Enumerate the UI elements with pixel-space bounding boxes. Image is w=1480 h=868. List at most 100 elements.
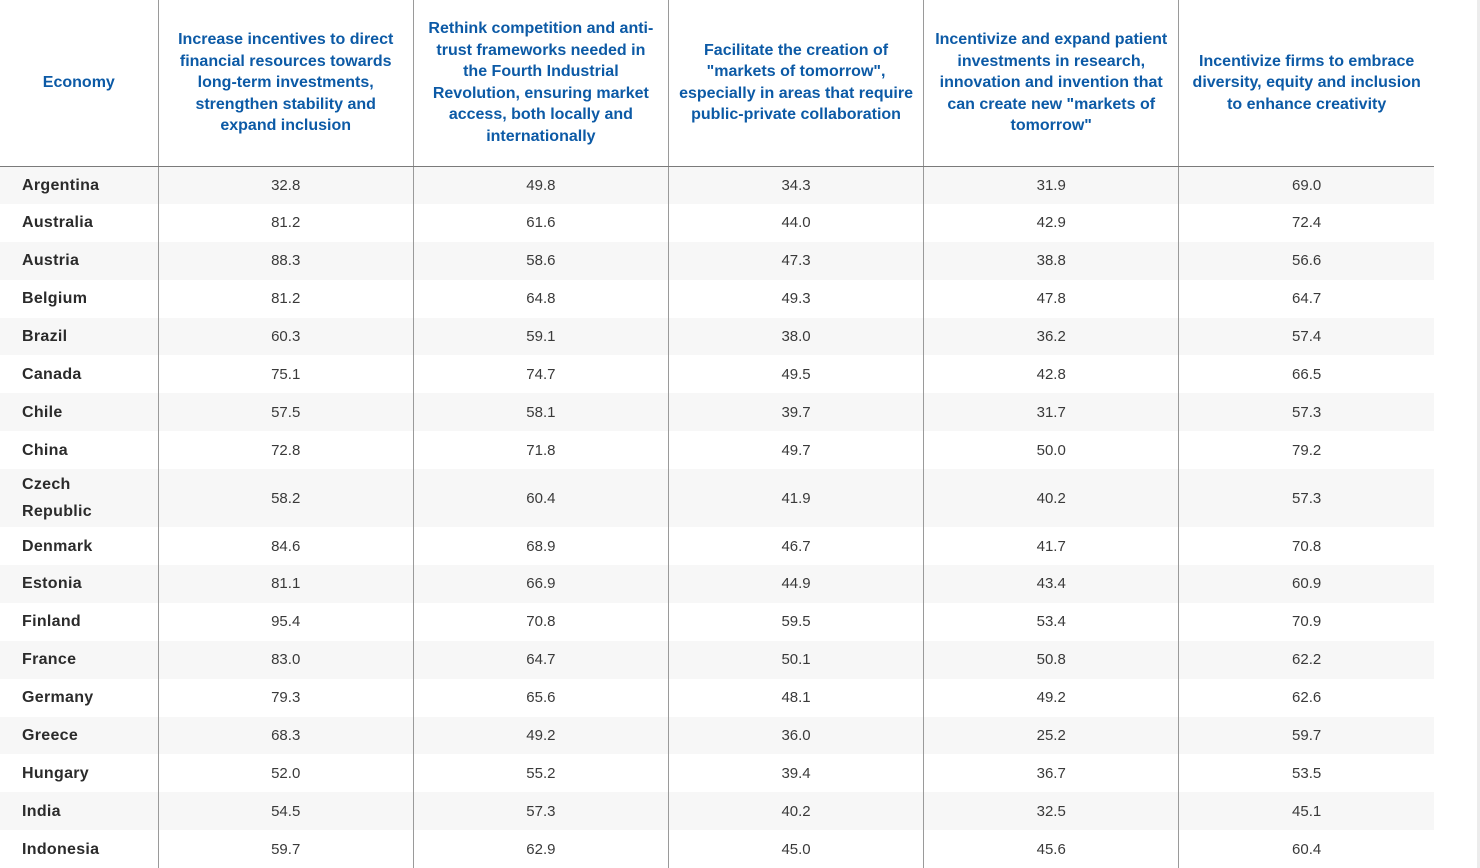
score-cell: 64.8	[412, 279, 669, 318]
score-cell: 72.8	[157, 431, 414, 470]
score-cell: 32.8	[157, 166, 414, 204]
score-cell: 79.3	[157, 678, 414, 717]
table-row: Germany 79.3 65.6 48.1 49.2 62.6	[0, 678, 1434, 717]
score-cell: 31.7	[923, 393, 1179, 432]
score-cell: 66.5	[1178, 355, 1434, 394]
score-cell: 56.6	[1178, 241, 1434, 280]
table-row: Denmark 84.6 68.9 46.7 41.7 70.8	[0, 527, 1434, 566]
economy-cell: Denmark	[22, 537, 93, 555]
score-cell: 57.3	[1178, 393, 1434, 432]
score-cell: 70.8	[1178, 527, 1434, 566]
score-cell: 39.4	[667, 754, 924, 793]
table-row: Finland 95.4 70.8 59.5 53.4 70.9	[0, 602, 1434, 641]
score-cell: 62.2	[1178, 640, 1434, 679]
score-cell: 50.1	[667, 640, 924, 679]
score-cell: 59.7	[1178, 716, 1434, 755]
score-cell: 81.2	[157, 203, 414, 242]
score-cell: 84.6	[157, 527, 414, 566]
score-cell: 59.1	[412, 317, 669, 356]
score-cell: 60.4	[1178, 830, 1434, 868]
score-cell: 60.9	[1178, 565, 1434, 603]
score-cell: 62.9	[412, 830, 669, 868]
score-cell: 44.0	[667, 203, 924, 242]
score-cell: 41.7	[923, 527, 1179, 566]
score-cell: 52.0	[157, 754, 414, 793]
table-row: Austria 88.3 58.6 47.3 38.8 56.6	[0, 241, 1434, 280]
score-cell: 60.3	[157, 317, 414, 356]
score-cell: 46.7	[667, 527, 924, 566]
header-row: Economy Increase incentives to direct fi…	[0, 0, 1434, 167]
score-cell: 61.6	[412, 203, 669, 242]
score-cell: 45.0	[667, 830, 924, 868]
score-cell: 64.7	[1178, 279, 1434, 318]
table-row: China 72.8 71.8 49.7 50.0 79.2	[0, 431, 1434, 470]
score-cell: 65.6	[412, 678, 669, 717]
score-cell: 57.4	[1178, 317, 1434, 356]
score-cell: 42.8	[923, 355, 1179, 394]
economy-cell: Estonia	[22, 575, 82, 593]
score-cell: 36.7	[923, 754, 1179, 793]
score-cell: 49.5	[667, 355, 924, 394]
score-cell: 57.3	[1178, 469, 1434, 528]
score-cell: 49.2	[923, 678, 1179, 717]
table-row: Hungary 52.0 55.2 39.4 36.7 53.5	[0, 754, 1434, 793]
score-cell: 66.9	[412, 565, 669, 603]
score-cell: 48.1	[667, 678, 924, 717]
score-cell: 57.5	[157, 393, 414, 432]
score-cell: 74.7	[412, 355, 669, 394]
table-row: Australia 81.2 61.6 44.0 42.9 72.4	[0, 203, 1434, 242]
score-cell: 70.8	[412, 602, 669, 641]
score-cell: 64.7	[412, 640, 669, 679]
column-header-financial-resources: Increase incentives to direct financial …	[157, 0, 414, 167]
score-cell: 58.6	[412, 241, 669, 280]
score-cell: 59.5	[667, 602, 924, 641]
score-cell: 36.0	[667, 716, 924, 755]
score-cell: 62.6	[1178, 678, 1434, 717]
score-cell: 38.8	[923, 241, 1179, 280]
column-header-patient-investments: Incentivize and expand patient investmen…	[923, 0, 1179, 167]
economy-cell: Brazil	[22, 328, 68, 345]
score-cell: 45.1	[1178, 792, 1434, 831]
table-body: Argentina 32.8 49.8 34.3 31.9 69.0 Australia 81…	[0, 166, 1434, 868]
column-header-competition-frameworks: Rethink competition and anti-trust frame…	[412, 0, 669, 167]
score-cell: 68.3	[157, 716, 414, 755]
score-cell: 49.7	[667, 431, 924, 470]
table-row: France 83.0 64.7 50.1 50.8 62.2	[0, 640, 1434, 679]
score-cell: 79.2	[1178, 431, 1434, 470]
score-cell: 53.5	[1178, 754, 1434, 793]
score-cell: 55.2	[412, 754, 669, 793]
score-cell: 38.0	[667, 317, 924, 356]
score-cell: 60.4	[412, 469, 669, 528]
table-row: Brazil 60.3 59.1 38.0 36.2 57.4	[0, 317, 1434, 356]
column-header-markets-of-tomorrow: Facilitate the creation of "markets of t…	[667, 0, 924, 167]
score-cell: 31.9	[923, 166, 1179, 204]
score-cell: 95.4	[157, 602, 414, 641]
score-cell: 49.2	[412, 716, 669, 755]
score-cell: 34.3	[667, 166, 924, 204]
table-row: Chile 57.5 58.1 39.7 31.7 57.3	[0, 393, 1434, 432]
score-cell: 83.0	[157, 640, 414, 679]
score-cell: 81.1	[157, 565, 414, 603]
economy-cell: Chile	[22, 403, 63, 421]
score-cell: 40.2	[667, 792, 924, 831]
table-row: Canada 75.1 74.7 49.5 42.8 66.5	[0, 355, 1434, 394]
score-cell: 49.3	[667, 279, 924, 318]
score-cell: 59.7	[157, 830, 414, 868]
score-cell: 70.9	[1178, 602, 1434, 641]
score-cell: 32.5	[923, 792, 1179, 831]
table-row: Belgium 81.2 64.8 49.3 47.8 64.7	[0, 279, 1434, 318]
economy-cell: China	[22, 441, 68, 459]
score-cell: 53.4	[923, 602, 1179, 641]
economy-cell: Indonesia	[22, 840, 100, 858]
table-row: Argentina 32.8 49.8 34.3 31.9 69.0	[0, 166, 1434, 204]
economy-cell: Austria	[22, 252, 80, 270]
score-cell: 81.2	[157, 279, 414, 318]
score-cell: 72.4	[1178, 203, 1434, 242]
economy-cell: Finland	[22, 613, 81, 631]
score-cell: 69.0	[1178, 166, 1434, 204]
score-cell: 40.2	[923, 469, 1179, 528]
table-row: Czech Republic 58.2 60.4 41.9 40.2 57.3	[0, 469, 1434, 528]
score-cell: 50.8	[923, 640, 1179, 679]
score-cell: 75.1	[157, 355, 414, 394]
